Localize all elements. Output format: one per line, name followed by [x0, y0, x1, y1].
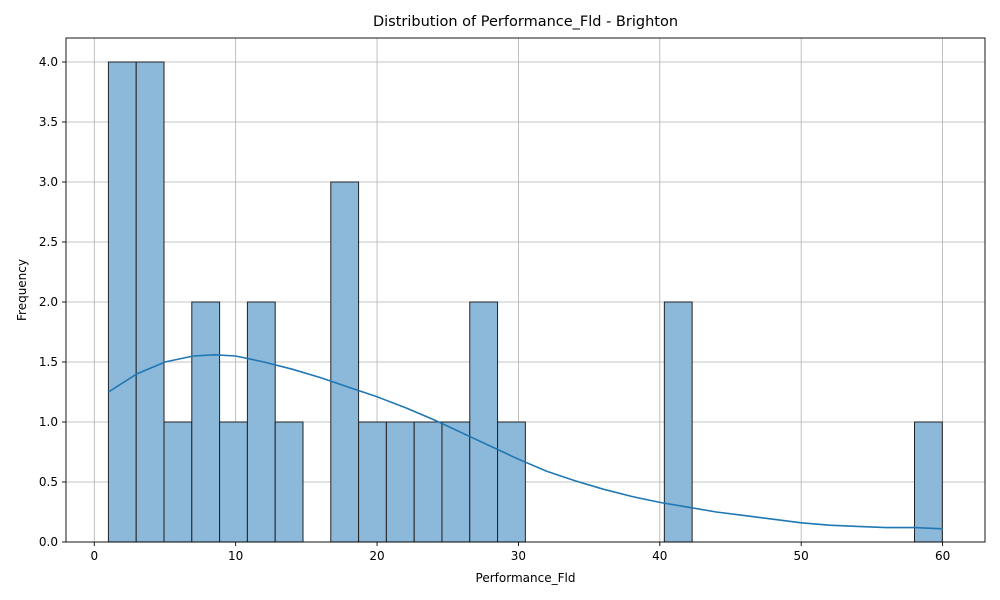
y-tick-label: 0.0: [39, 535, 58, 549]
histogram-bar: [914, 421, 943, 543]
y-tick-label: 1.5: [39, 355, 58, 369]
x-tick-label: 20: [369, 549, 384, 563]
histogram-bar: [246, 301, 276, 543]
y-tick-label: 1.0: [39, 415, 58, 429]
bars: [107, 61, 943, 543]
histogram-bar: [441, 421, 471, 543]
x-tick-label: 40: [652, 549, 667, 563]
x-tick-label: 0: [90, 549, 98, 563]
histogram-bar: [497, 421, 526, 543]
histogram-bar: [663, 301, 693, 543]
histogram-bar: [385, 421, 415, 543]
ticks: 0 10 20 30 40 50 60 0.0 0.5 1.0 1.5 2.0 2.5 3.0 3.5 4.0: [39, 55, 950, 563]
y-tick-label: 4.0: [39, 55, 58, 69]
histogram-bar: [330, 181, 360, 543]
y-tick-label: 3.0: [39, 175, 58, 189]
plot-frame: [65, 37, 986, 543]
y-tick-label: 2.0: [39, 295, 58, 309]
x-tick-label: 60: [935, 549, 950, 563]
y-tick-label: 2.5: [39, 235, 58, 249]
y-axis-title: Frequency: [15, 259, 29, 321]
y-tick-label: 3.5: [39, 115, 58, 129]
histogram-bar: [358, 421, 387, 543]
histogram-bar: [274, 421, 304, 543]
x-tick-label: 10: [228, 549, 243, 563]
histogram-bar: [219, 421, 248, 543]
histogram-bar: [469, 301, 499, 543]
histogram-bar: [163, 421, 193, 543]
histogram-bar: [107, 61, 137, 543]
histogram-bar: [191, 301, 221, 543]
kde-line: [107, 353, 943, 530]
histogram-bar: [413, 421, 443, 543]
x-axis-title: Performance_Fld: [476, 571, 576, 585]
chart-title: Distribution of Performance_Fld - Bright…: [373, 14, 678, 30]
x-tick-label: 30: [511, 549, 526, 563]
x-tick-label: 50: [794, 549, 809, 563]
histogram-bar: [135, 61, 165, 543]
y-tick-label: 0.5: [39, 475, 58, 489]
